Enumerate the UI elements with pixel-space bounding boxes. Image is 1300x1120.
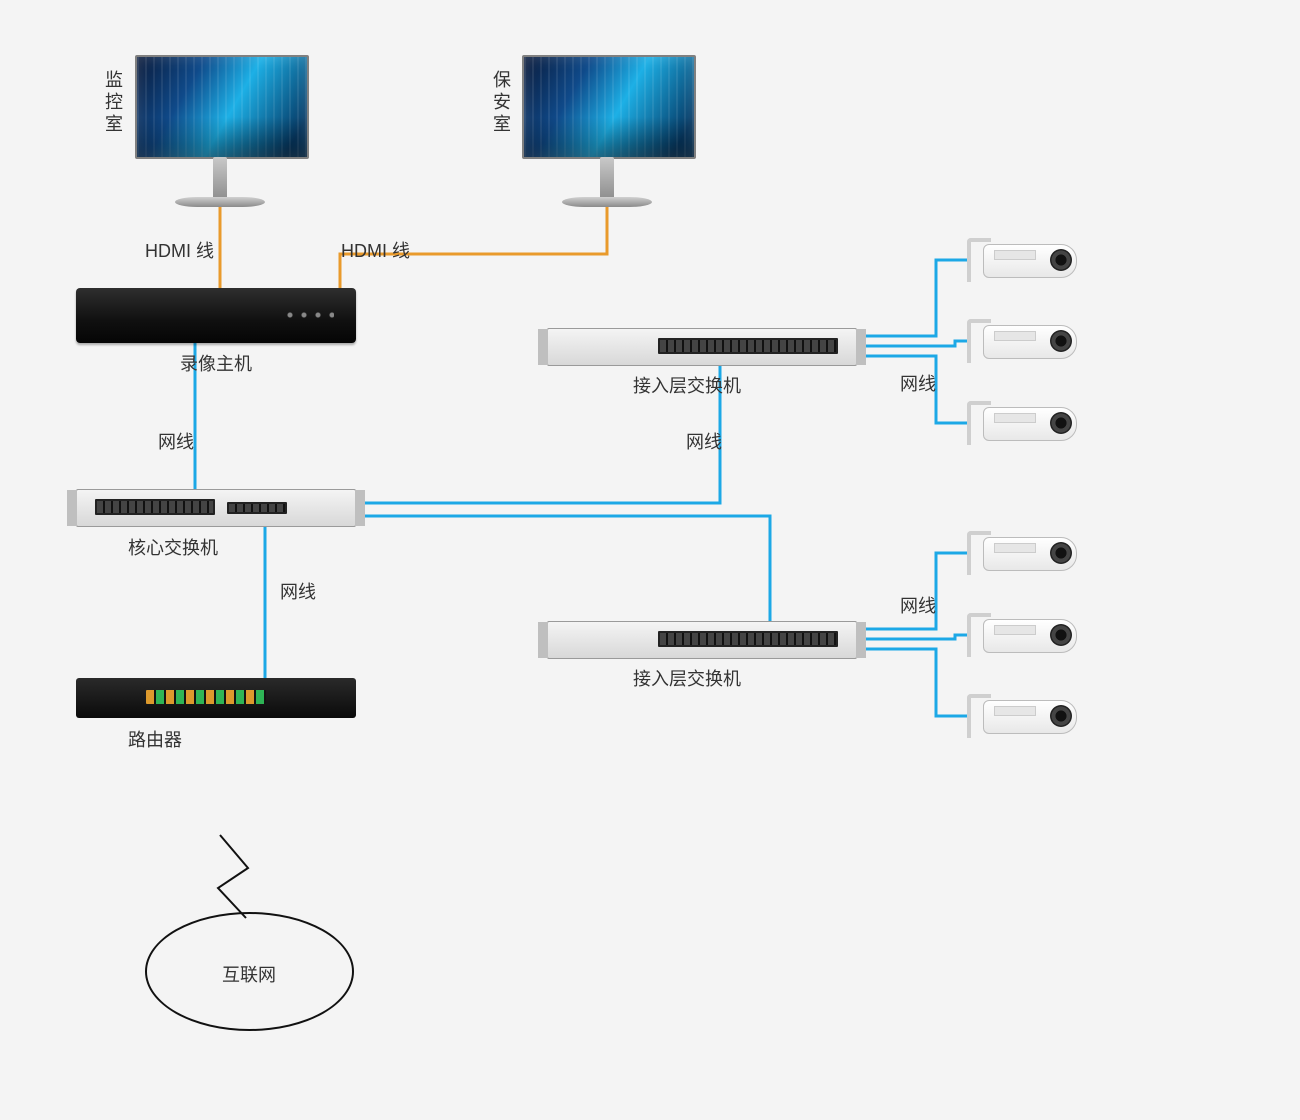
ethernet-label-5: 网线 <box>900 592 936 618</box>
camera-2 <box>967 319 1077 363</box>
monitor-base <box>562 197 652 207</box>
security-room-label: 保安室 <box>488 70 514 136</box>
camera-6 <box>967 694 1077 738</box>
ethernet-label-3: 网线 <box>686 428 722 454</box>
router-label: 路由器 <box>128 726 182 752</box>
camera-1 <box>967 238 1077 282</box>
monitor-security-room <box>522 55 696 159</box>
ethernet-label-1: 网线 <box>158 428 194 454</box>
ethernet-label-4: 网线 <box>900 370 936 396</box>
camera-4 <box>967 531 1077 575</box>
nvr-label: 录像主机 <box>180 350 252 376</box>
access-switch-2-device <box>547 621 857 659</box>
router-device <box>76 678 356 718</box>
camera-3 <box>967 401 1077 445</box>
core-switch-device <box>76 489 356 527</box>
access-switch-1-label: 接入层交换机 <box>633 372 741 398</box>
monitor-stand <box>213 157 227 199</box>
hdmi-label-right: HDMI 线 <box>341 237 410 263</box>
monitor-control-room <box>135 55 309 159</box>
access-switch-2-label: 接入层交换机 <box>633 665 741 691</box>
internet-label: 互联网 <box>222 961 276 987</box>
nvr-device <box>76 288 356 343</box>
access-switch-1-device <box>547 328 857 366</box>
monitor-stand <box>600 157 614 199</box>
monitor-base <box>175 197 265 207</box>
ethernet-label-2: 网线 <box>280 578 316 604</box>
camera-5 <box>967 613 1077 657</box>
core-switch-label: 核心交换机 <box>128 534 218 560</box>
monitor-room-label: 监控室 <box>100 70 126 136</box>
hdmi-label-left: HDMI 线 <box>145 237 214 263</box>
